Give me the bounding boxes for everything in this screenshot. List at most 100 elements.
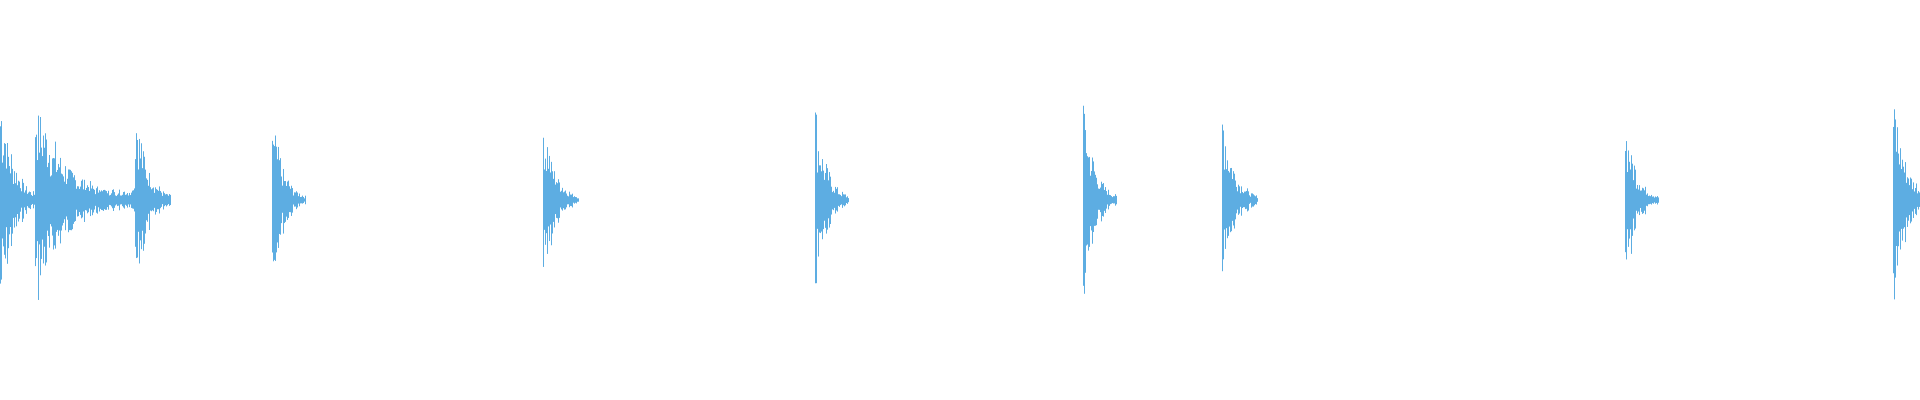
waveform-bar (53, 158, 54, 250)
waveform-bar (297, 192, 298, 208)
waveform-bar (548, 168, 549, 227)
waveform-bar (85, 190, 86, 211)
waveform-bar (1640, 190, 1641, 208)
waveform-bar (123, 192, 124, 208)
waveform-bar (1236, 186, 1237, 214)
waveform-bar (300, 197, 301, 204)
waveform-bar (84, 179, 85, 222)
waveform-bar (1100, 187, 1101, 213)
waveform-bar (24, 192, 25, 208)
waveform-bar (36, 134, 37, 259)
waveform-bar (11, 154, 12, 247)
waveform-bar (151, 189, 152, 212)
waveform-bar (1245, 191, 1246, 210)
waveform-bar (1241, 186, 1242, 216)
waveform-bar (559, 182, 560, 218)
waveform-bar (279, 160, 280, 234)
waveform-bar (81, 180, 82, 219)
waveform-bar (1652, 196, 1653, 204)
waveform-bar (1083, 105, 1084, 286)
waveform-bar (1637, 184, 1638, 214)
waveform-bar (118, 193, 119, 206)
waveform-bar (140, 158, 141, 241)
waveform-bar (58, 163, 59, 236)
waveform-bar (97, 186, 98, 214)
waveform-bar (1634, 165, 1635, 231)
waveform-bar (111, 193, 112, 207)
waveform-bar (145, 169, 146, 234)
waveform-bar (1635, 169, 1636, 229)
waveform-bar (1255, 196, 1256, 205)
waveform-bar (32, 195, 33, 204)
waveform-bar (121, 195, 122, 205)
waveform-bar (276, 146, 277, 253)
waveform-bar (128, 195, 129, 205)
waveform-bar (1087, 156, 1088, 245)
waveform-bar (299, 193, 300, 207)
waveform-bar (133, 190, 134, 209)
waveform-bar (1239, 186, 1240, 214)
waveform-bar (298, 196, 299, 204)
waveform-bar (1086, 153, 1087, 246)
waveform-bar (305, 195, 306, 205)
waveform-bar (1647, 193, 1648, 207)
waveform-bar (44, 147, 45, 247)
waveform-bar (1650, 196, 1651, 204)
waveform-bar (161, 192, 162, 207)
waveform-bar (1253, 194, 1254, 207)
waveform-bar (135, 159, 136, 247)
waveform-bar (69, 169, 70, 231)
waveform-bar (283, 168, 284, 234)
waveform-bar (1904, 172, 1905, 228)
waveform-bar (147, 179, 148, 222)
waveform-bar (1910, 177, 1911, 224)
waveform-bar (130, 195, 131, 205)
waveform-bar (1106, 191, 1107, 209)
waveform-bar (104, 189, 105, 210)
waveform-bar (7, 143, 8, 264)
waveform-bar (54, 158, 55, 246)
waveform-bar (167, 194, 168, 206)
waveform-bar (1906, 182, 1907, 218)
waveform-bar (31, 194, 32, 205)
waveform-bar (1116, 195, 1117, 205)
waveform-bar (1625, 150, 1626, 253)
waveform-bar (16, 172, 17, 227)
waveform-bar (1237, 191, 1238, 210)
waveform-bar (1242, 192, 1243, 209)
waveform-bar (1916, 183, 1917, 216)
waveform-bar (557, 183, 558, 219)
waveform-bar (569, 191, 570, 208)
waveform-bar (546, 170, 547, 234)
waveform-bar (92, 185, 93, 216)
waveform-bar (1657, 196, 1658, 205)
waveform-bar (1222, 124, 1223, 272)
waveform-bar (15, 183, 16, 218)
waveform-bar (1, 121, 2, 280)
waveform-bar (141, 143, 142, 250)
waveform-bar (1115, 194, 1116, 206)
waveform-bar (840, 194, 841, 206)
waveform-bar (823, 170, 824, 230)
waveform-bar (286, 185, 287, 217)
waveform-bar (38, 115, 39, 300)
waveform-bar (159, 186, 160, 214)
waveform-bar (1631, 155, 1632, 254)
waveform-bar (833, 190, 834, 211)
waveform-bar (1899, 164, 1900, 232)
waveform-bar (302, 195, 303, 204)
waveform-bar (843, 194, 844, 206)
waveform-bar (826, 163, 827, 234)
waveform-bar (22, 178, 23, 223)
waveform-bar (549, 155, 550, 242)
waveform-bar (1903, 166, 1904, 229)
waveform-bar (105, 190, 106, 210)
waveform-bar (126, 194, 127, 206)
waveform-bar (95, 194, 96, 206)
waveform-bar (1897, 127, 1898, 266)
waveform-bar (560, 191, 561, 208)
waveform-bar (37, 160, 38, 242)
waveform-bar (56, 172, 57, 232)
waveform-bar (1641, 190, 1642, 212)
